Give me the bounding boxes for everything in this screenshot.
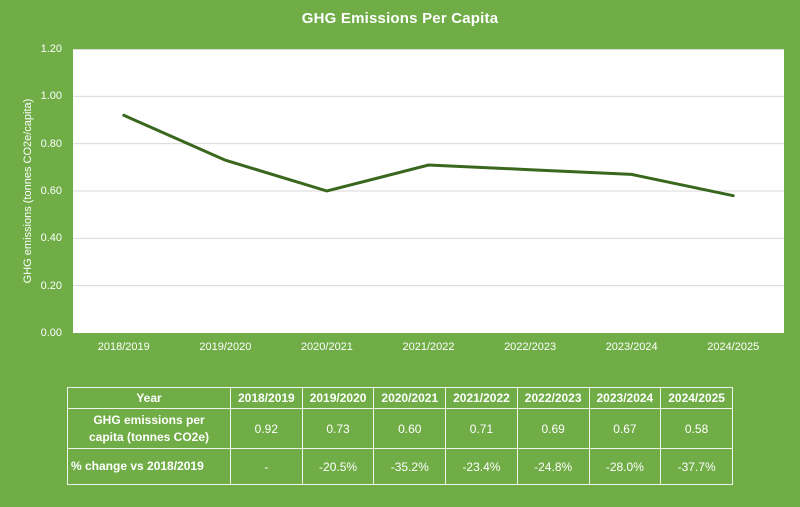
table-cell: -23.4%: [445, 448, 518, 485]
table-cell: 0.92: [230, 408, 303, 449]
table-header-cell: 2023/2024: [588, 387, 662, 409]
x-axis-label: 2022/2023: [504, 341, 557, 353]
table-cell: 0.73: [301, 408, 375, 449]
y-tick-label: 0.80: [40, 137, 62, 150]
plot-area: [73, 49, 784, 333]
emissions-line-chart: [73, 49, 784, 287]
table-cell: -35.2%: [373, 448, 447, 485]
x-axis-label: 2018/2019: [97, 341, 150, 353]
table-header-cell: 2018/2019: [230, 387, 303, 409]
y-tick-label: 0.40: [40, 232, 62, 245]
y-tick-label: 0.20: [40, 279, 62, 292]
y-tick-label: 0.60: [40, 185, 62, 197]
x-axis-label: 2023/2024: [605, 341, 658, 353]
table-cell: 0.58: [660, 408, 733, 449]
table-header-cell: 2021/2022: [445, 387, 518, 409]
table-cell: -20.5%: [301, 448, 375, 485]
chart-title: GHG Emissions Per Capita: [301, 10, 499, 27]
table-cell: -: [230, 448, 303, 485]
x-axis-label: 2021/2022: [402, 341, 455, 353]
table-cell: 0.71: [445, 408, 518, 449]
x-axis-label: 2019/2020: [199, 341, 252, 353]
table-cell: -37.7%: [660, 448, 733, 485]
table-row: % change vs 2018/2019- -20.5% -35.2% -23.4%…: [67, 448, 733, 485]
y-tick-label: 1.00: [40, 90, 62, 103]
x-axis-label: 2020/2021: [300, 341, 353, 353]
table-header-row: Year 2018/2019 2019/2020 2020/2021 2021/2022…: [67, 387, 733, 409]
table-cell: -28.0%: [588, 448, 662, 485]
table-header-cell: 2020/2021: [373, 387, 447, 409]
table-header-cell: 2022/2023: [516, 387, 590, 409]
y-tick-label: 0.00: [40, 327, 62, 339]
table-header-cell: 2024/2025: [660, 387, 733, 409]
emissions-series-line: [122, 113, 735, 198]
table-header-cell: 2019/2020: [301, 387, 375, 409]
table-row: GHG emissions per capita (tonnes CO2e) 0.9…: [67, 408, 733, 449]
table-cell: 0.69: [516, 408, 590, 449]
table-header-cell: Year: [67, 387, 231, 409]
table-cell: 0.60: [373, 408, 447, 449]
table-cell: 0.67: [588, 408, 662, 449]
table-row-label: % change vs 2018/2019: [67, 448, 231, 485]
y-tick-label: 1.20: [40, 43, 62, 55]
table-row-label: GHG emissions per capita (tonnes CO2e): [67, 408, 231, 449]
table-cell: -24.8%: [516, 448, 590, 485]
x-axis-label: 2024/2025: [707, 341, 760, 353]
data-table: Year 2018/2019 2019/2020 2020/2021 2021/2022…: [67, 387, 733, 485]
